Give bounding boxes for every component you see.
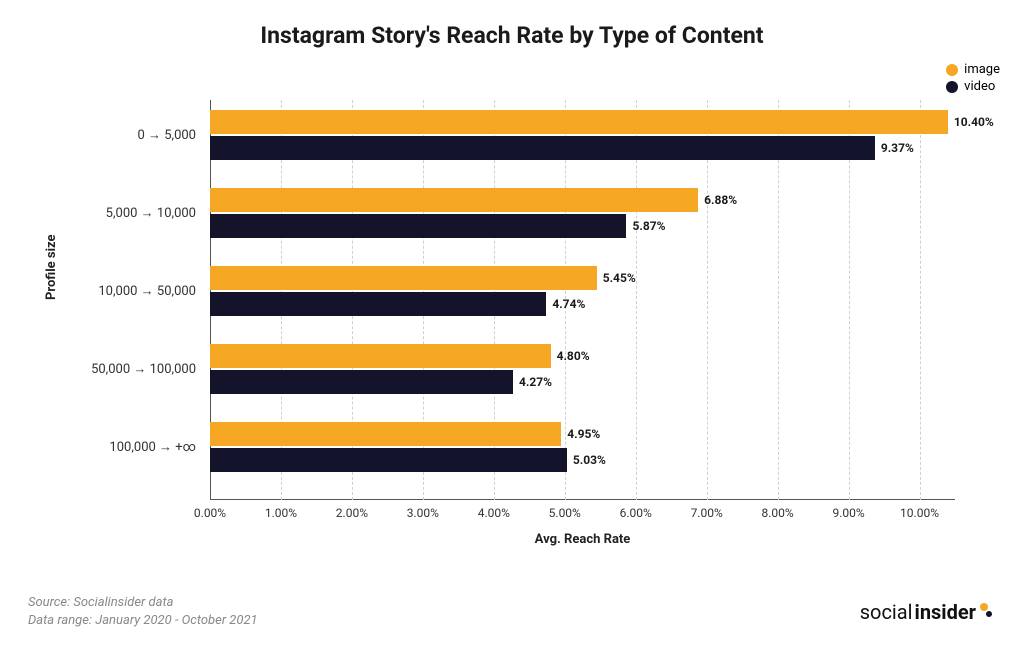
x-tick-label: 1.00%	[265, 506, 297, 520]
brand-icon	[980, 603, 994, 621]
bar-image: 5.45%	[210, 266, 597, 290]
bar-group: 10,000 → 50,0005.45%4.74%	[210, 266, 955, 316]
x-axis-title: Avg. Reach Rate	[535, 532, 631, 547]
bar-value-label: 4.74%	[546, 297, 585, 311]
plot: 0 → 5,00010.40%9.37% 5,000 → 10,0006.88%5…	[210, 100, 955, 500]
y-category-label: 50,000 → 100,000	[91, 361, 210, 377]
x-tick-label: 2.00%	[336, 506, 368, 520]
brand-part1: social	[860, 600, 913, 624]
bar-value-label: 5.03%	[567, 453, 606, 467]
legend-label: video	[964, 79, 995, 94]
range-line: Data range: January 2020 - October 2021	[28, 612, 258, 630]
brand-part2: insider	[915, 600, 976, 624]
source-line: Source: Socialinsider data	[28, 594, 258, 612]
bar-image: 4.80%	[210, 344, 551, 368]
y-category-label: 100,000 → +∞	[109, 439, 210, 455]
legend-swatch	[946, 64, 958, 76]
x-tick-label: 6.00%	[620, 506, 652, 520]
bar-group: 50,000 → 100,0004.80%4.27%	[210, 344, 955, 394]
footer-source: Source: Socialinsider data Data range: J…	[28, 594, 258, 630]
bar-image: 6.88%	[210, 188, 698, 212]
bar-value-label: 10.40%	[948, 115, 994, 129]
bar-value-label: 9.37%	[875, 141, 914, 155]
brand-logo: socialinsider	[860, 600, 994, 624]
bar-video: 5.87%	[210, 214, 626, 238]
bar-image: 4.95%	[210, 422, 561, 446]
y-category-label: 10,000 → 50,000	[98, 283, 210, 299]
bar-value-label: 5.45%	[597, 271, 636, 285]
bar-value-label: 6.88%	[698, 193, 737, 207]
bar-value-label: 4.27%	[513, 375, 552, 389]
bar-value-label: 5.87%	[626, 219, 665, 233]
y-axis-title: Profile size	[44, 234, 59, 300]
bar-video: 4.74%	[210, 292, 546, 316]
bar-group: 100,000 → +∞4.95%5.03%	[210, 422, 955, 472]
legend-swatch	[946, 81, 958, 93]
x-tick-label: 3.00%	[407, 506, 439, 520]
bar-video: 4.27%	[210, 370, 513, 394]
legend: image video	[946, 62, 1000, 96]
legend-item: image	[946, 62, 1000, 77]
y-category-label: 5,000 → 10,000	[106, 205, 210, 221]
x-tick-label: 5.00%	[549, 506, 581, 520]
x-tick-label: 10.00%	[900, 506, 939, 520]
x-tick-label: 7.00%	[691, 506, 723, 520]
chart-title: Instagram Story's Reach Rate by Type of …	[0, 0, 1024, 49]
y-category-label: 0 → 5,000	[137, 127, 210, 143]
x-tick-label: 0.00%	[194, 506, 226, 520]
legend-item: video	[946, 79, 1000, 94]
bar-group: 0 → 5,00010.40%9.37%	[210, 110, 955, 160]
bar-image: 10.40%	[210, 110, 948, 134]
x-axis-line	[210, 499, 955, 500]
legend-label: image	[964, 62, 1000, 77]
bar-value-label: 4.80%	[551, 349, 590, 363]
bar-video: 5.03%	[210, 448, 567, 472]
x-tick-label: 8.00%	[762, 506, 794, 520]
x-tick-label: 4.00%	[478, 506, 510, 520]
bar-value-label: 4.95%	[561, 427, 600, 441]
bar-group: 5,000 → 10,0006.88%5.87%	[210, 188, 955, 238]
bar-video: 9.37%	[210, 136, 875, 160]
x-tick-label: 9.00%	[832, 506, 864, 520]
chart-area: 0 → 5,00010.40%9.37% 5,000 → 10,0006.88%5…	[210, 100, 955, 520]
